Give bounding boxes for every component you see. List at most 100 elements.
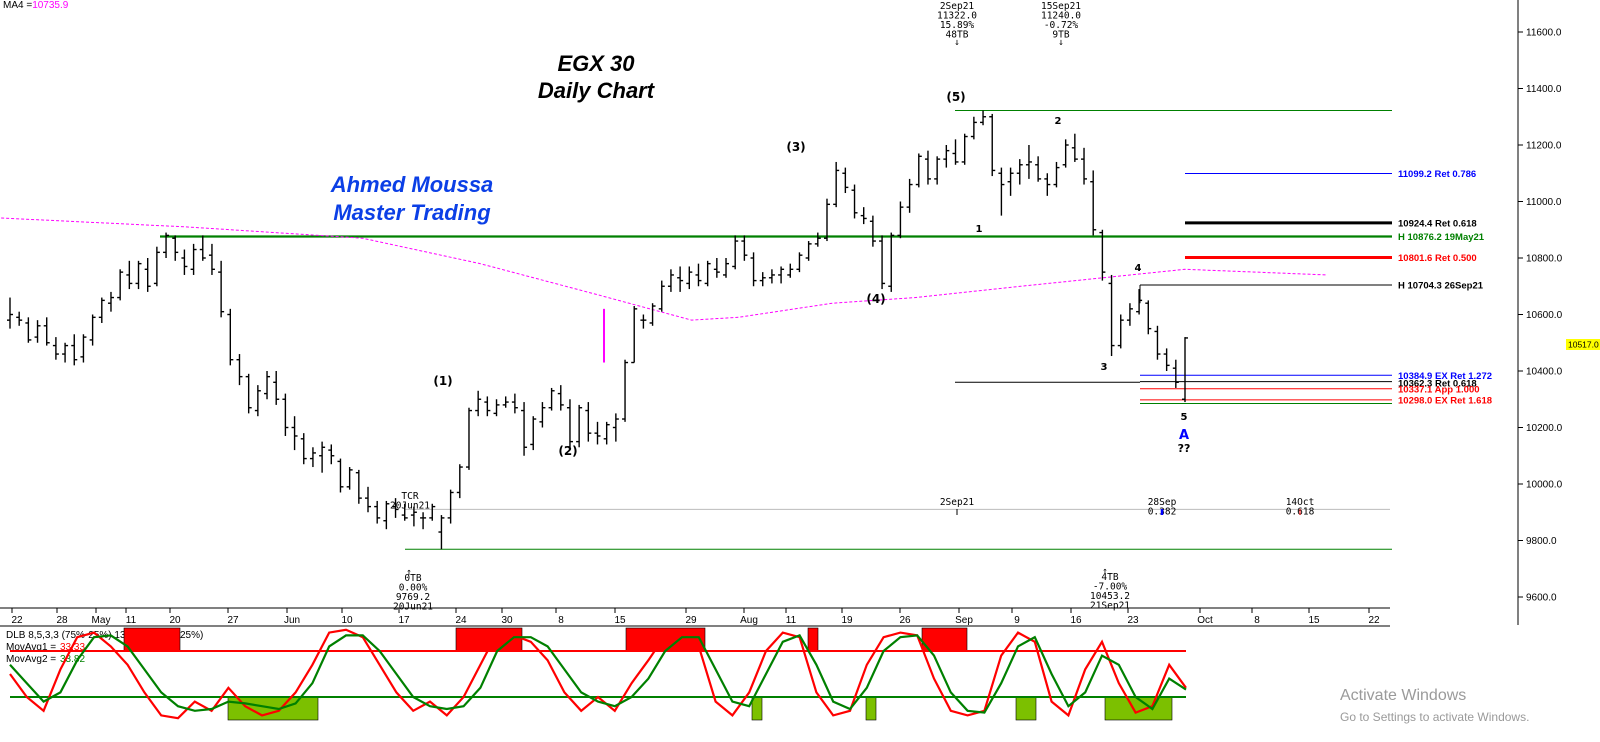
wave-label: 2 bbox=[1055, 116, 1062, 127]
overbought-box bbox=[807, 627, 819, 652]
ohlc-bar bbox=[153, 246, 160, 287]
ohlc-bar bbox=[502, 396, 509, 408]
ohlc-bar bbox=[640, 314, 647, 329]
ohlc-bar bbox=[172, 235, 179, 261]
ohlc-bar bbox=[851, 184, 858, 219]
date-tick-label: 27 bbox=[227, 615, 239, 626]
movavg2-line bbox=[9, 634, 1187, 714]
ohlc-bar bbox=[328, 444, 335, 465]
oversold-box bbox=[1104, 696, 1173, 721]
date-tick-label: May bbox=[92, 615, 111, 626]
level-label: 10801.6 Ret 0.500 bbox=[1398, 253, 1477, 264]
date-tick-label: 29 bbox=[685, 615, 697, 626]
ohlc-bar bbox=[98, 297, 105, 323]
ohlc-bar bbox=[869, 215, 876, 247]
ohlc-bar bbox=[392, 498, 399, 518]
price-axis[interactable]: 11600.0 11400.0 11200.0 11000.0 10800.0 10600… bbox=[1518, 28, 1563, 604]
swing-low-annotation: 21Sep21 bbox=[1090, 601, 1130, 612]
price-tick-label: 10000.0 bbox=[1526, 480, 1563, 491]
ohlc-bar bbox=[980, 110, 987, 126]
date-axis[interactable]: 22 28 May 11 20 27 Jun 10 17 24 30 8 15 29 Aug 11 19 26 Se… bbox=[11, 608, 1380, 626]
wave-label: (1) bbox=[433, 374, 452, 388]
ohlc-bar bbox=[759, 272, 766, 287]
ohlc-bar bbox=[631, 306, 638, 364]
price-tick-label: 11400.0 bbox=[1526, 84, 1562, 95]
ohlc-bar bbox=[511, 393, 518, 414]
ohlc-bar bbox=[970, 116, 977, 140]
level-label: H 10704.3 26Sep21 bbox=[1398, 281, 1484, 292]
date-tick-label: Aug bbox=[740, 615, 758, 626]
ohlc-bar bbox=[612, 413, 619, 442]
ohlc-bar bbox=[1108, 274, 1115, 357]
date-tick-label: 8 bbox=[1254, 615, 1260, 626]
ohlc-bar bbox=[888, 232, 895, 292]
date-tick-label: 11 bbox=[786, 615, 797, 626]
date-tick-label: 22 bbox=[11, 615, 23, 626]
tcr-annotation: 20Jun21 bbox=[390, 501, 430, 512]
ohlc-bar bbox=[365, 486, 372, 513]
ma4-line bbox=[0, 217, 1327, 321]
low-annotation: 9769.2 bbox=[396, 592, 430, 603]
annotations: 2Sep2111322.015.89%48TB↓15Sep2111240.0-0… bbox=[390, 1, 1315, 613]
level-label: 11099.2 Ret 0.786 bbox=[1398, 169, 1476, 180]
wave-label: (3) bbox=[786, 140, 805, 154]
swing-low-annotation: 10453.2 bbox=[1090, 591, 1130, 602]
ohlc-bar bbox=[493, 399, 500, 417]
ohlc-bar bbox=[71, 334, 78, 366]
low-annotation: 0TB bbox=[404, 573, 421, 584]
swing-low-annotation: -7.00% bbox=[1093, 582, 1128, 593]
ma-legend-label: MA4 =10735.9 bbox=[3, 0, 69, 11]
level-label: 10362.3 Ret 0.618 bbox=[1398, 379, 1477, 390]
ohlc-bar bbox=[254, 385, 261, 417]
ohlc-bar bbox=[539, 402, 546, 428]
ohlc-bar bbox=[1044, 173, 1051, 196]
ohlc-bar bbox=[989, 113, 996, 177]
ohlc-bar bbox=[163, 232, 170, 258]
ohlc-bar bbox=[1182, 337, 1188, 403]
ohlc-bar bbox=[603, 421, 610, 445]
ohlc-bar bbox=[915, 153, 922, 188]
ohlc-bar bbox=[1081, 147, 1088, 185]
ohlc-bar bbox=[7, 297, 13, 329]
ohlc-bar bbox=[906, 178, 913, 213]
date-tick-label: 9 bbox=[1014, 615, 1020, 626]
ohlc-bar bbox=[1154, 325, 1161, 360]
ohlc-bar bbox=[1126, 303, 1133, 326]
ohlc-bar bbox=[1172, 359, 1179, 388]
time-projection-label: 14Oct bbox=[1286, 497, 1315, 508]
overbought-box bbox=[625, 627, 706, 652]
ohlc-bar bbox=[410, 506, 417, 527]
ohlc-bar bbox=[484, 396, 491, 417]
ohlc-bar bbox=[879, 235, 886, 290]
movavg2-legend: MovAvg2 = bbox=[6, 654, 56, 665]
ohlc-bar bbox=[787, 263, 794, 278]
date-tick-label: 19 bbox=[841, 615, 853, 626]
ohlc-bar bbox=[934, 156, 941, 185]
date-tick-label: 23 bbox=[1127, 615, 1139, 626]
date-tick-label: Oct bbox=[1197, 615, 1213, 626]
ohlc-bar bbox=[530, 416, 537, 451]
level-label: 10924.4 Ret 0.618 bbox=[1398, 218, 1477, 229]
date-tick-label: 24 bbox=[455, 615, 467, 626]
ohlc-bar bbox=[814, 232, 821, 247]
ohlc-bar bbox=[924, 150, 931, 185]
last-price-tag: 10517.0 bbox=[1568, 340, 1599, 350]
wave-label: 5 bbox=[1181, 412, 1188, 423]
author-name: Ahmed Moussa bbox=[330, 172, 494, 197]
dlb-oscillator-panel[interactable]: DLB 8,5,3,3 (75%-25%) 13,8,5,5 (75%-25%)… bbox=[0, 625, 1390, 721]
ohlc-bar bbox=[52, 337, 59, 360]
ohlc-bar bbox=[677, 266, 684, 292]
wave-label: 1 bbox=[976, 224, 983, 235]
ohlc-bar bbox=[823, 198, 830, 242]
date-tick-label: 20 bbox=[169, 615, 181, 626]
date-tick-label: 30 bbox=[501, 615, 513, 626]
low-arrow: ↑ bbox=[406, 567, 412, 578]
activate-windows-title: Activate Windows bbox=[1340, 687, 1466, 704]
ohlc-bar bbox=[796, 252, 803, 273]
ohlc-bar bbox=[1099, 229, 1106, 281]
author-brand: Master Trading bbox=[333, 200, 491, 225]
low-annotation: 0.00% bbox=[399, 583, 428, 594]
ohlc-bar bbox=[622, 359, 629, 422]
